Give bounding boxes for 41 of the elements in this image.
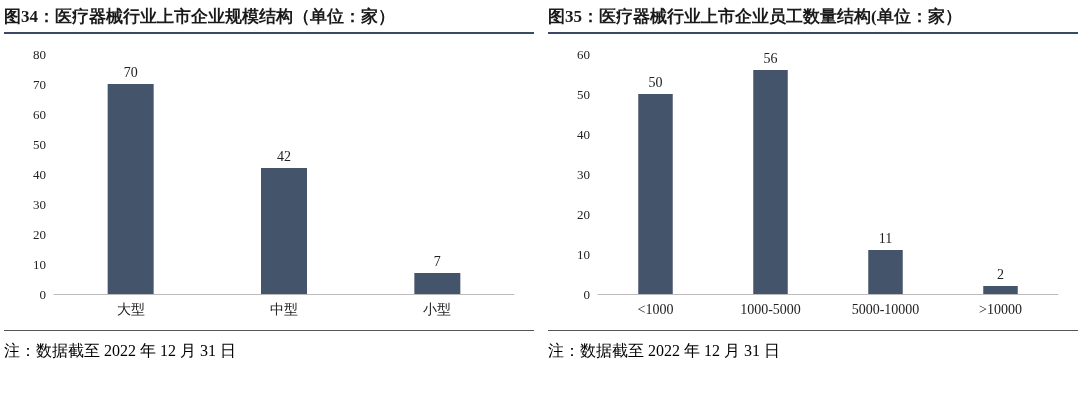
data-label: 11 bbox=[878, 230, 893, 246]
bar bbox=[983, 286, 1018, 294]
x-tick-label: 5000-10000 bbox=[851, 301, 920, 317]
chart-title: 图34：医疗器械行业上市企业规模结构（单位：家） bbox=[4, 2, 534, 34]
x-tick-label: 小型 bbox=[423, 301, 452, 317]
data-label: 50 bbox=[648, 74, 663, 90]
y-tick-label: 20 bbox=[577, 206, 590, 222]
data-label: 56 bbox=[763, 50, 778, 66]
data-label: 70 bbox=[123, 64, 138, 80]
data-label: 7 bbox=[433, 253, 441, 269]
bar bbox=[261, 168, 307, 294]
y-tick-label: 30 bbox=[33, 196, 46, 212]
y-tick-label: 10 bbox=[577, 246, 590, 262]
y-tick-label: 30 bbox=[577, 166, 590, 182]
x-tick-label: 1000-5000 bbox=[740, 301, 801, 317]
y-tick-label: 40 bbox=[577, 126, 590, 142]
data-label: 2 bbox=[997, 266, 1004, 282]
bar bbox=[414, 273, 461, 294]
y-tick-label: 80 bbox=[33, 46, 46, 62]
y-tick-label: 0 bbox=[583, 286, 590, 302]
bar bbox=[753, 70, 788, 294]
y-tick-label: 50 bbox=[33, 136, 46, 152]
text: 注：数据截至 2022 年 12 月 31 日 bbox=[4, 341, 237, 361]
x-tick-label: >10000 bbox=[979, 301, 1022, 317]
bar bbox=[107, 84, 154, 294]
data-label: 42 bbox=[277, 148, 291, 164]
x-tick-label: <1000 bbox=[637, 301, 674, 317]
x-tick-label: 大型 bbox=[116, 301, 145, 317]
y-tick-label: 40 bbox=[33, 166, 46, 182]
y-tick-label: 0 bbox=[39, 286, 46, 302]
y-tick-label: 50 bbox=[577, 86, 590, 102]
text: 注：数据截至 2022 年 12 月 31 日 bbox=[548, 341, 781, 361]
chart-title: 图35：医疗器械行业上市企业员工数量结构(单位：家） bbox=[548, 2, 1078, 34]
y-tick-label: 60 bbox=[577, 46, 590, 62]
x-tick-label: 中型 bbox=[270, 301, 298, 317]
y-tick-label: 60 bbox=[33, 106, 46, 122]
bar bbox=[868, 250, 903, 294]
y-tick-label: 20 bbox=[33, 226, 46, 242]
y-tick-label: 70 bbox=[33, 76, 46, 92]
bar bbox=[638, 94, 673, 294]
y-tick-label: 10 bbox=[33, 256, 46, 272]
